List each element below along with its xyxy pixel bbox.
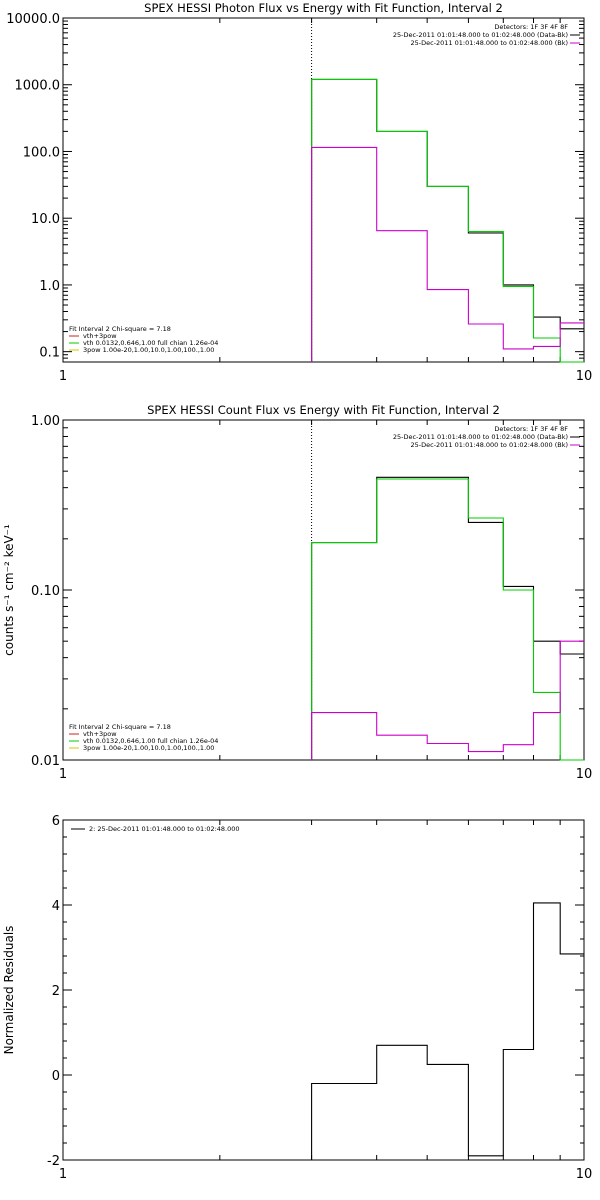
y-tick-label: 10000.0 [6, 12, 60, 27]
y-tick-label: 4 [52, 899, 60, 914]
legend-entry: 3pow 1.00e-20,1.00,10.0,1.00,100.,1.00 [83, 346, 214, 354]
legend-entry: vth+3pow [83, 730, 117, 738]
y-tick-label: 1.00 [31, 414, 60, 429]
chart-3: Normalized Residuals -2 0 2 4 6 1 10 2: 25-Dec-2… [2, 814, 592, 1182]
legend-entry: 25-Dec-2011 01:01:48.000 to 01:02:48.000… [411, 39, 569, 47]
series-1-line [311, 476, 584, 760]
series-3-line [311, 146, 584, 362]
series-3-line [311, 640, 584, 760]
legend-entry: 25-Dec-2011 01:01:48.000 to 01:02:48.000… [393, 433, 568, 441]
x-tick-label: 1 [59, 767, 67, 782]
chart-title: SPEX HESSI Photon Flux vs Energy with Fi… [144, 1, 503, 15]
y-tick-label: 100.0 [23, 145, 60, 160]
y-tick-label: 6 [52, 814, 60, 829]
legend-entry: Detectors: 1F 3F 4F 8F [494, 425, 568, 433]
plot-frame [62, 17, 585, 363]
x-tick-label: 10 [576, 767, 593, 782]
y-axis-label: counts s⁻¹ cm⁻² keV⁻¹ [2, 524, 16, 656]
legend-entry: Detectors: 1F 3F 4F 8F [494, 23, 568, 31]
y-axis-label: Normalized Residuals [2, 926, 16, 1055]
x-tick-label: 1 [59, 1167, 67, 1182]
chart-title: SPEX HESSI Count Flux vs Energy with Fit… [147, 403, 500, 417]
y-tick-label: 0.1 [39, 346, 60, 361]
legend-entry: 25-Dec-2011 01:01:48.000 to 01:02:48.000… [411, 441, 569, 449]
legend-entry: vth+3pow [83, 332, 117, 340]
plot-frame [62, 819, 585, 1161]
chart-2: SPEX HESSI Count Flux vs Energy with Fit… [2, 403, 592, 782]
chart-1: SPEX HESSI Photon Flux vs Energy with Fi… [6, 1, 592, 384]
x-tick-label: 10 [576, 1167, 593, 1182]
legend-entry: Fit Interval 2 Chi-square = 7.18 [69, 325, 171, 333]
x-tick-label: 1 [59, 369, 67, 384]
y-tick-label: 0 [52, 1069, 60, 1084]
y-tick-label: 2 [52, 984, 60, 999]
y-tick-label: 1.0 [39, 279, 60, 294]
legend-entry: 3pow 1.00e-20,1.00,10.0,1.00,100.,1.00 [83, 744, 214, 752]
y-tick-label: 10.0 [31, 212, 60, 227]
y-tick-label: 0.01 [31, 754, 60, 769]
series-1-line [311, 78, 584, 362]
y-tick-label: 1000.0 [15, 79, 61, 94]
legend-entry: 25-Dec-2011 01:01:48.000 to 01:02:48.000… [393, 31, 568, 39]
x-tick-label: 10 [576, 369, 593, 384]
legend-entry: vth 0.0132,0.646,1.00 full chian 1.26e-0… [83, 339, 218, 347]
series-2-line [311, 478, 584, 761]
legend-entry: 2: 25-Dec-2011 01:01:48.000 to 01:02:48.… [89, 825, 240, 833]
legend-entry: vth 0.0132,0.646,1.00 full chian 1.26e-0… [83, 737, 218, 745]
y-tick-label: -2 [47, 1154, 60, 1169]
series-2-line [311, 78, 584, 363]
y-tick-label: 0.10 [31, 584, 60, 599]
legend-entry: Fit Interval 2 Chi-square = 7.18 [69, 723, 171, 731]
series-1-line [311, 902, 584, 1160]
